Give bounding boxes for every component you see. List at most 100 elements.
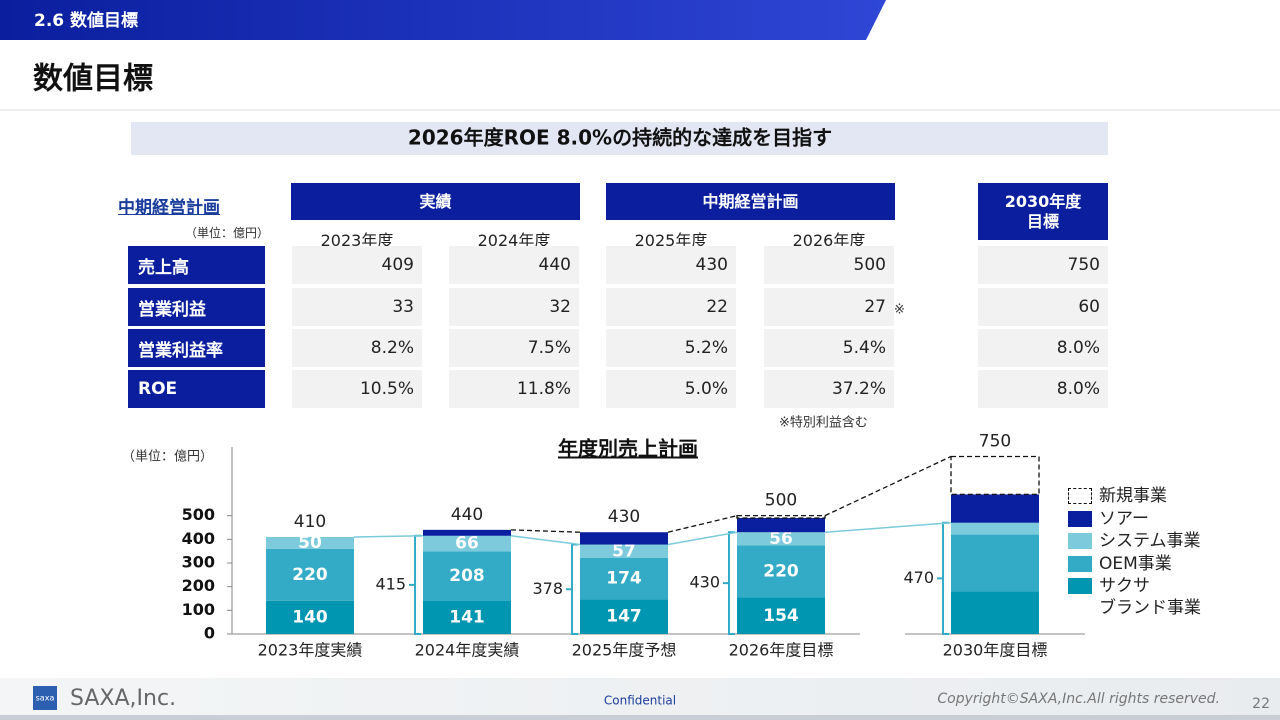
total-connector (667, 515, 738, 533)
legend-swatch (1068, 533, 1092, 549)
bracket (571, 543, 578, 635)
bar-segment (950, 455, 1040, 495)
footnote: ※特別利益含む (779, 415, 868, 431)
bar-segment (951, 522, 1039, 535)
total-label: 500 (765, 491, 797, 511)
year-header: 2024年度 (477, 231, 551, 250)
legend-label: 新規事業 (1099, 486, 1167, 506)
group-header: 実績 (291, 183, 580, 220)
connector (353, 535, 424, 538)
total-label: 440 (451, 505, 483, 525)
cell: 22 (606, 288, 736, 326)
y-tick-label: 400 (182, 529, 215, 548)
connector (510, 535, 581, 546)
page-number: 22 (1252, 696, 1270, 712)
cell: 7.5% (449, 329, 579, 367)
bar-segment (423, 551, 511, 601)
cell: 8.2% (292, 329, 422, 367)
x-tick-label: 2026年度目標 (729, 641, 834, 660)
legend-label: サクサ ブランド事業 (1099, 576, 1201, 618)
copyright: Copyright©SAXA,Inc.All rights reserved. (937, 691, 1220, 707)
y-tick-label: 0 (204, 624, 215, 643)
logo-text: saxa (36, 694, 55, 703)
y-tick-label: 100 (182, 600, 215, 619)
confidential: Confidential (604, 694, 676, 708)
x-tick-label: 2030年度目標 (943, 641, 1048, 660)
connector (667, 531, 738, 546)
headline: 2026年度ROE 8.0%の持続的な達成を目指す (408, 126, 832, 150)
total-connector (824, 455, 952, 517)
legend-swatch (1068, 555, 1092, 572)
year-header: 2023年度 (320, 231, 394, 250)
logo-box (33, 686, 57, 710)
group-header: 中期経営計画 (606, 183, 895, 220)
bar-segment (737, 597, 825, 634)
legend-swatch (1068, 510, 1092, 527)
section-banner (0, 0, 886, 40)
year-header: 2025年度 (634, 231, 708, 250)
cell: 27 (764, 288, 894, 326)
cell: 8.0% (978, 329, 1108, 367)
chart-title: 年度別売上計画 (558, 437, 698, 461)
row-label: ROE (128, 370, 265, 408)
cell: 5.0% (606, 370, 736, 408)
section-label: 2.6 数値目標 (34, 10, 138, 31)
connector (824, 521, 952, 533)
bracket-label: 378 (532, 579, 563, 598)
cell: 750 (978, 246, 1108, 284)
bar-segment (951, 591, 1039, 634)
value-label: 66 (455, 534, 479, 554)
cell: 5.2% (606, 329, 736, 367)
bracket (414, 534, 421, 635)
plan-link: 中期経営計画 (118, 198, 220, 218)
headline-box (131, 122, 1108, 155)
bar-segment (423, 529, 511, 536)
x-tick-label: 2025年度予想 (572, 641, 677, 660)
total-label: 430 (608, 507, 640, 527)
cell: 37.2% (764, 370, 894, 408)
bracket-label: 430 (689, 573, 720, 592)
value-label: 57 (612, 541, 636, 561)
bar-segment (266, 600, 354, 634)
bar-segment (737, 545, 825, 598)
cell: 8.0% (978, 370, 1108, 408)
chart-unit: （単位：億円） (122, 449, 213, 465)
bar-segment (951, 534, 1039, 592)
y-tick-label: 300 (182, 552, 215, 571)
legend-label: システム事業 (1099, 531, 1201, 551)
total-connector (510, 529, 581, 533)
footer-bg (0, 678, 1280, 720)
cell: 60 (978, 288, 1108, 326)
legend-label: OEM事業 (1099, 553, 1172, 574)
x-tick-label: 2024年度実績 (415, 641, 520, 660)
cell: 5.4% (764, 329, 894, 367)
table-unit: （単位：億円） (185, 226, 270, 240)
bar-segment (737, 532, 825, 546)
value-label: 147 (606, 607, 642, 627)
total-label: 750 (979, 431, 1011, 451)
bar-segment (580, 532, 668, 545)
bar-segment (580, 599, 668, 634)
value-label: 220 (763, 562, 799, 582)
bar-segment (737, 518, 825, 533)
cell: 33 (292, 288, 422, 326)
legend-swatch (1068, 488, 1092, 504)
cell: 10.5% (292, 370, 422, 408)
cell: 440 (449, 246, 579, 284)
bar-segment (580, 544, 668, 559)
value-label: 220 (292, 565, 328, 585)
total-label: 410 (294, 512, 326, 532)
y-tick-label: 500 (182, 505, 215, 524)
row-label: 売上高 (128, 246, 265, 284)
value-label: 141 (449, 607, 485, 627)
note-mark: ※ (894, 303, 905, 318)
row-label: 営業利益 (128, 288, 265, 326)
value-label: 154 (763, 606, 799, 626)
bar-segment (423, 535, 511, 552)
cell: 430 (606, 246, 736, 284)
bar-segment (266, 548, 354, 601)
value-label: 56 (769, 529, 793, 549)
year-header: 2026年度 (792, 231, 866, 250)
bar-segment (580, 558, 668, 600)
